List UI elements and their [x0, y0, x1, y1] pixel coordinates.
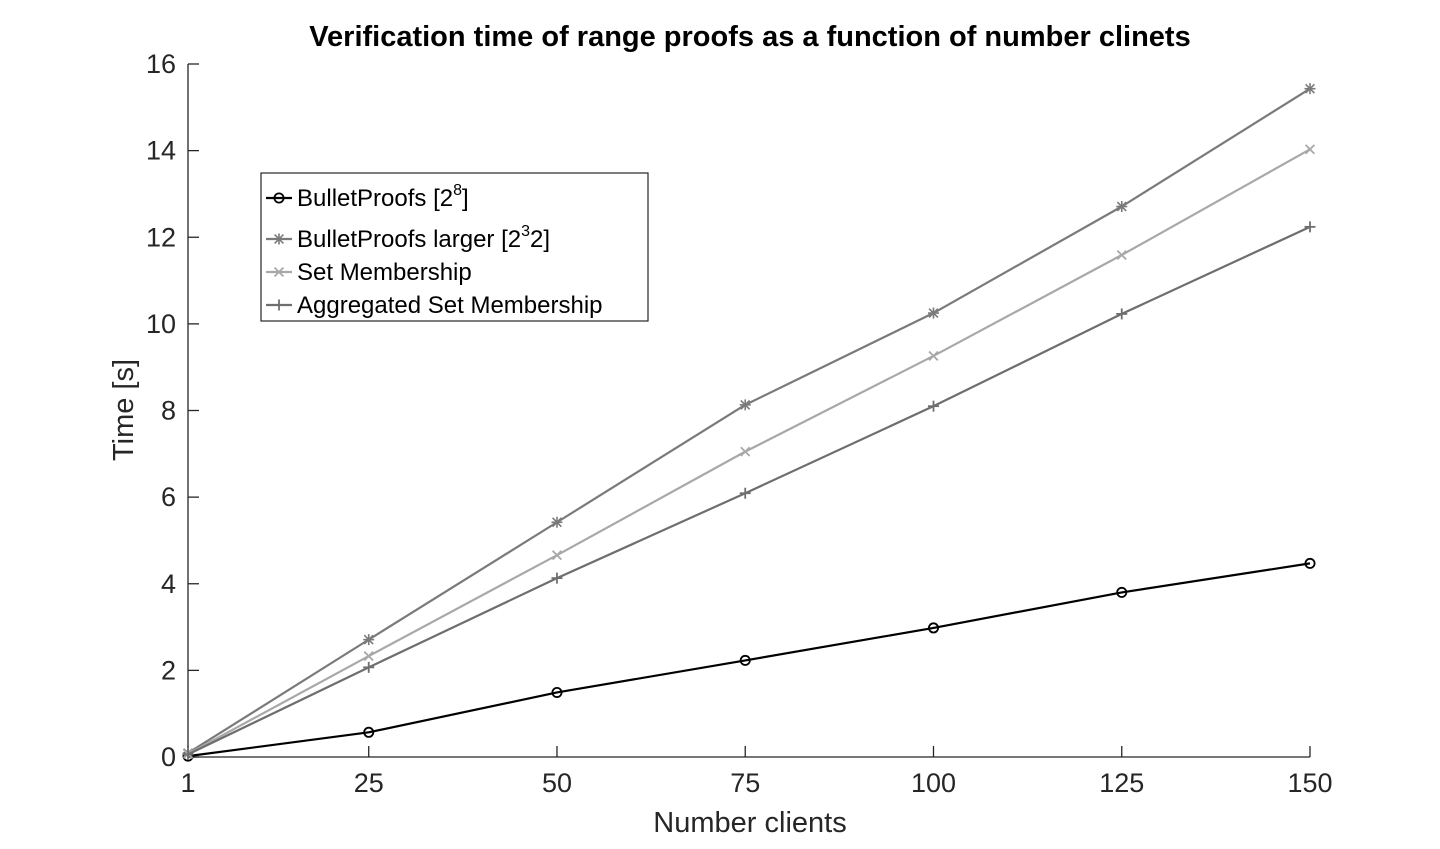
- legend-label-text: BulletProofs [2: [297, 185, 453, 212]
- x-marker: [551, 550, 563, 561]
- x-tick-label: 75: [730, 768, 760, 798]
- ast-b: [1116, 201, 1127, 212]
- circle-marker: [927, 622, 939, 634]
- plus-marker: [182, 748, 194, 760]
- circle-marker: [1304, 557, 1316, 569]
- plus-marker: [551, 572, 563, 584]
- x-tick-label: 100: [911, 768, 956, 798]
- circle-mark: [927, 622, 939, 634]
- circle-marker: [551, 686, 563, 698]
- x-marker: [928, 350, 939, 361]
- x-marker: [1116, 249, 1127, 261]
- asterisk-marker: [273, 233, 285, 245]
- legend-label: Aggregated Set Membership: [297, 292, 603, 319]
- y-tick-label: 16: [146, 49, 176, 79]
- circle-marker: [1116, 586, 1128, 598]
- x-b: [273, 266, 285, 278]
- legend-item-1: BulletProofs [28]: [266, 182, 469, 212]
- series-line: [187, 562, 1311, 758]
- circle-mark: [1304, 557, 1316, 569]
- legend-label-superscript: 3: [521, 223, 530, 240]
- x-axis-label: Number clients: [653, 807, 846, 839]
- y-tick-label: 14: [146, 136, 176, 166]
- legend-label-superscript: 8: [453, 182, 462, 199]
- x-b: [363, 651, 374, 662]
- legend-item-3: Set Membership: [266, 259, 472, 286]
- x-marker: [1304, 144, 1316, 155]
- x-b: [551, 550, 563, 561]
- circle-mark: [1116, 586, 1128, 598]
- x-b: [740, 446, 751, 457]
- asterisk-marker: [739, 399, 751, 411]
- legend-label: BulletProofs larger [232]: [297, 223, 550, 253]
- legend-label: Set Membership: [297, 259, 472, 286]
- asterisk-marker: [363, 634, 375, 646]
- circle-marker: [273, 192, 285, 204]
- circle-mark: [739, 654, 751, 666]
- circle-mark: [363, 726, 375, 738]
- ast-b: [1305, 83, 1315, 94]
- ast-b: [274, 234, 284, 244]
- asterisk-marker: [1304, 83, 1316, 95]
- x-b: [1116, 249, 1127, 261]
- legend-box: [260, 172, 649, 322]
- legend-item-2: BulletProofs larger [232]: [266, 223, 550, 253]
- legend-label-suffix: 2]: [530, 226, 550, 253]
- asterisk-marker: [1116, 200, 1128, 212]
- series-2: [182, 83, 1316, 759]
- ast-b: [552, 517, 562, 528]
- asterisk-marker: [927, 307, 939, 319]
- plus-marker: [739, 487, 751, 499]
- plus-marker: [1116, 308, 1128, 320]
- x-marker: [273, 266, 285, 278]
- legend-item-4: Aggregated Set Membership: [266, 292, 603, 319]
- legend-label-text: Set Membership: [297, 259, 472, 286]
- circle-mark: [551, 686, 563, 698]
- circle-mark: [273, 192, 285, 204]
- ast-b: [928, 308, 939, 319]
- legend-label-text: BulletProofs larger [2: [297, 226, 521, 253]
- y-tick-label: 8: [161, 396, 176, 426]
- x-b: [928, 350, 939, 361]
- y-tick-label: 2: [161, 655, 176, 685]
- circle-marker: [739, 654, 751, 666]
- ast-b: [363, 634, 374, 645]
- ast-b: [740, 399, 751, 410]
- y-tick-label: 6: [161, 482, 176, 512]
- x-tick-label: 1: [180, 768, 195, 798]
- x-b: [1304, 144, 1316, 155]
- x-tick-label: 50: [542, 768, 572, 798]
- x-marker: [740, 446, 751, 457]
- legend-label-text: Aggregated Set Membership: [297, 292, 603, 319]
- y-tick-label: 0: [161, 742, 176, 772]
- legend: BulletProofs [28] BulletProofs larger [23…: [260, 172, 649, 322]
- legend-label-suffix: ]: [462, 185, 469, 212]
- x-tick-label: 150: [1287, 768, 1332, 798]
- y-tick-label: 10: [146, 309, 176, 339]
- series-4: [182, 221, 1316, 760]
- plus-marker: [273, 299, 285, 311]
- plus-marker: [927, 400, 939, 412]
- asterisk-marker: [551, 516, 563, 528]
- y-axis-label: Time [s]: [108, 359, 140, 461]
- series-1: [182, 557, 1316, 762]
- x-tick-label: 125: [1099, 768, 1144, 798]
- legend-label: BulletProofs [28]: [297, 182, 469, 212]
- plus-marker: [1304, 221, 1316, 233]
- y-tick-label: 4: [161, 569, 176, 599]
- circle-marker: [363, 726, 375, 738]
- plus-marker: [363, 661, 375, 673]
- x-tick-label: 25: [354, 768, 384, 798]
- series-3: [182, 144, 1316, 760]
- y-tick-label: 12: [146, 222, 176, 252]
- x-marker: [363, 651, 374, 662]
- chart-title: Verification time of range proofs as a f…: [309, 21, 1190, 53]
